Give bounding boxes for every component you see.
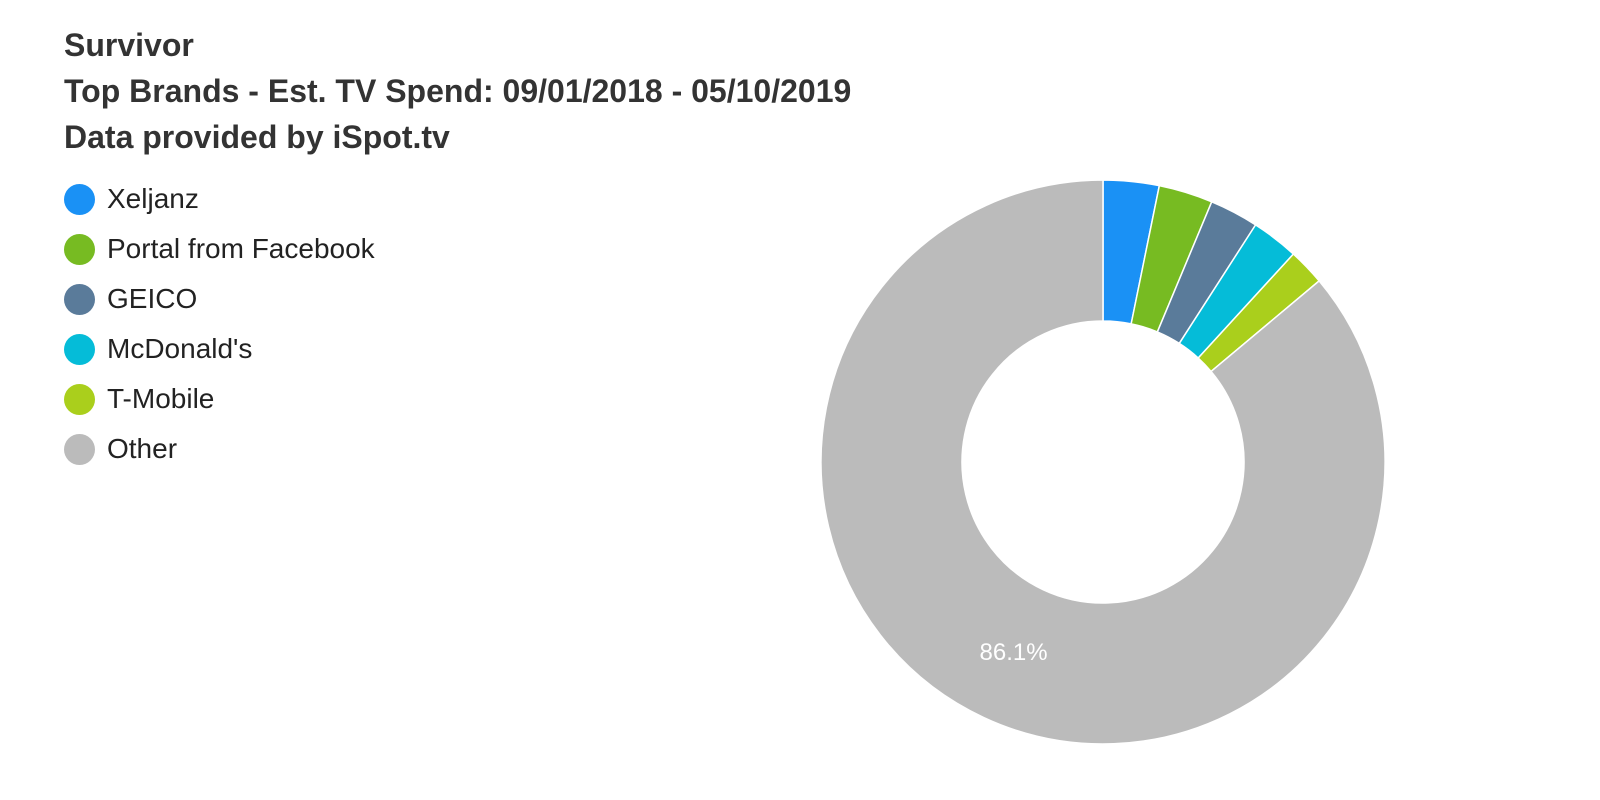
- legend-swatch-t-mobile: [64, 383, 95, 415]
- legend-label: Other: [107, 433, 178, 464]
- legend-label: Xeljanz: [107, 183, 199, 214]
- legend-swatch-other: [64, 433, 95, 465]
- legend-label: GEICO: [107, 283, 198, 314]
- legend-label: Portal from Facebook: [107, 233, 375, 264]
- legend-item-portal-from-facebook[interactable]: Portal from Facebook: [64, 224, 375, 274]
- legend-swatch-mcdonalds: [64, 333, 95, 365]
- legend-item-xeljanz[interactable]: Xeljanz: [64, 174, 375, 224]
- chart-subtitle: Top Brands - Est. TV Spend: 09/01/2018 -…: [64, 73, 852, 109]
- legend-item-mcdonalds[interactable]: McDonald's: [64, 324, 375, 374]
- chart-caption: Data provided by iSpot.tv: [64, 119, 450, 155]
- legend: Xeljanz Portal from Facebook GEICO McDon…: [64, 174, 375, 474]
- legend-item-other[interactable]: Other: [64, 424, 375, 474]
- legend-label: T-Mobile: [107, 383, 215, 414]
- legend-swatch-portal-from-facebook: [64, 233, 95, 265]
- data-label-other: 86.1%: [980, 639, 1048, 666]
- legend-label: McDonald's: [107, 333, 253, 364]
- legend-swatch-xeljanz: [64, 183, 95, 215]
- legend-item-t-mobile[interactable]: T-Mobile: [64, 374, 375, 424]
- slice-other[interactable]: [820, 179, 1386, 745]
- chart-titles: Survivor Top Brands - Est. TV Spend: 09/…: [64, 22, 851, 160]
- legend-item-geico[interactable]: GEICO: [64, 274, 375, 324]
- legend-swatch-geico: [64, 283, 95, 315]
- chart-title: Survivor: [64, 27, 194, 63]
